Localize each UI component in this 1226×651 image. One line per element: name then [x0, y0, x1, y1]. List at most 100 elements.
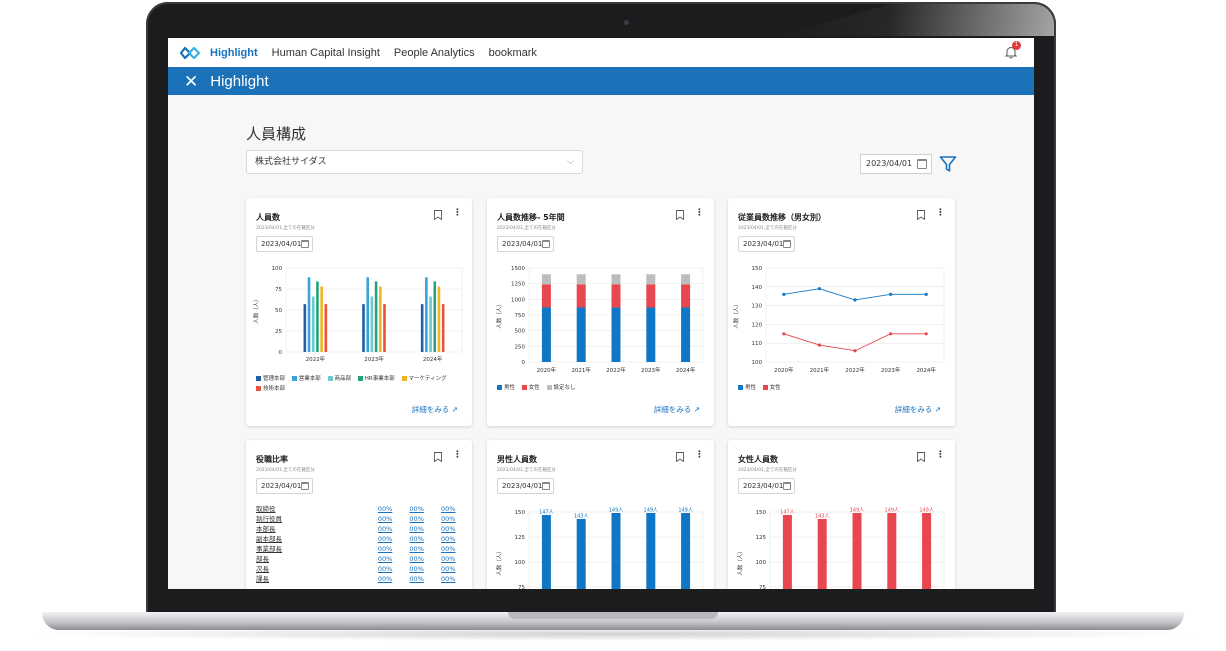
- legend-item[interactable]: 設定なし: [546, 384, 576, 391]
- row-value[interactable]: 00%: [441, 565, 456, 573]
- card-date-picker[interactable]: 2023/04/01: [497, 236, 554, 252]
- row-value[interactable]: 00%: [409, 575, 424, 583]
- bar-segment: [611, 274, 621, 285]
- row-value[interactable]: 00%: [377, 545, 393, 553]
- nav-bookmark[interactable]: bookmark: [488, 46, 537, 59]
- row-value[interactable]: 00%: [377, 575, 393, 583]
- see-details-link[interactable]: 詳細をみる ↗: [412, 404, 458, 415]
- row-value[interactable]: 00%: [441, 525, 456, 533]
- legend-item[interactable]: 営業本部: [291, 375, 321, 382]
- row-value[interactable]: 00%: [441, 515, 456, 523]
- row-label[interactable]: 事業部長: [256, 545, 282, 553]
- row-value[interactable]: 00%: [409, 565, 424, 573]
- row-value[interactable]: 00%: [377, 505, 393, 513]
- more-menu-icon[interactable]: ⋮: [936, 208, 945, 218]
- row-label[interactable]: 本部長: [256, 525, 276, 533]
- legend-item[interactable]: HR事業本部: [357, 375, 395, 382]
- y-tick-label: 75: [759, 585, 766, 589]
- legend-item[interactable]: 管理本部: [256, 375, 285, 382]
- more-menu-icon[interactable]: ⋮: [453, 450, 462, 460]
- data-point: [889, 292, 893, 296]
- row-value[interactable]: 00%: [377, 515, 393, 523]
- nav-human-capital-insight[interactable]: Human Capital Insight: [271, 46, 380, 59]
- x-tick-label: 2024年: [423, 355, 443, 363]
- chart-headcount: 0 25 50 75 100 人数（人） 2022年 2023年 2024年: [252, 266, 463, 363]
- see-details-link[interactable]: 詳細をみる ↗: [654, 404, 700, 415]
- row-value[interactable]: 00%: [441, 505, 456, 513]
- more-menu-icon[interactable]: ⋮: [936, 450, 945, 460]
- filter-icon[interactable]: [939, 155, 957, 173]
- legend-item[interactable]: 女性: [762, 384, 781, 391]
- y-tick-label: 110: [752, 341, 763, 347]
- bookmark-icon[interactable]: [434, 452, 442, 462]
- bar: [576, 519, 586, 589]
- legend-item[interactable]: 男性: [738, 384, 756, 391]
- legend-item[interactable]: 男性: [497, 384, 515, 391]
- table-row: 副本部長 00% 00% 00%: [256, 534, 464, 544]
- notification-badge: 1: [1012, 41, 1021, 50]
- row-value[interactable]: 00%: [441, 555, 456, 563]
- data-point: [817, 287, 821, 291]
- calendar-icon: [542, 240, 550, 248]
- more-menu-icon[interactable]: ⋮: [695, 450, 704, 460]
- row-value[interactable]: 00%: [409, 555, 424, 563]
- y-tick-label: 50: [275, 308, 282, 314]
- data-point: [924, 332, 928, 336]
- y-axis-label: 人数（人）: [252, 296, 260, 324]
- row-label[interactable]: 部長: [256, 555, 269, 563]
- company-select[interactable]: 株式会社サイダス ⌵: [246, 150, 583, 174]
- card-date-picker[interactable]: 2023/04/01: [256, 478, 313, 494]
- x-tick-label: 2023年: [364, 355, 384, 363]
- y-tick-label: 0: [279, 350, 283, 356]
- card-date-picker[interactable]: 2023/04/01: [738, 478, 795, 494]
- data-label: 149人: [678, 508, 693, 514]
- row-value[interactable]: 00%: [409, 525, 424, 533]
- y-tick-label: 100: [272, 266, 283, 272]
- row-value[interactable]: 00%: [377, 565, 393, 573]
- bookmark-icon[interactable]: [917, 452, 925, 462]
- row-value[interactable]: 00%: [441, 575, 456, 583]
- bookmark-icon[interactable]: [917, 210, 925, 220]
- y-tick-label: 100: [756, 560, 767, 566]
- legend-item[interactable]: 商品部: [327, 375, 351, 382]
- legend-item[interactable]: マーケティング: [401, 375, 447, 382]
- bookmark-icon[interactable]: [676, 452, 684, 462]
- bookmark-icon[interactable]: [676, 210, 684, 220]
- card-date-picker[interactable]: 2023/04/01: [256, 236, 313, 252]
- row-label[interactable]: 取締役: [256, 505, 276, 513]
- row-label[interactable]: 副本部長: [256, 535, 282, 543]
- legend-item[interactable]: 女性: [521, 384, 540, 391]
- bookmark-icon[interactable]: [434, 210, 442, 220]
- table-row: 取締役 00% 00% 00%: [256, 504, 464, 514]
- row-value[interactable]: 00%: [409, 505, 424, 513]
- row-value[interactable]: 00%: [441, 535, 456, 543]
- external-link-icon: ↗: [934, 405, 941, 414]
- row-value[interactable]: 00%: [409, 545, 424, 553]
- card-date-value: 2023/04/01: [743, 240, 784, 248]
- row-label[interactable]: 課長: [256, 575, 269, 583]
- nav-people-analytics[interactable]: People Analytics: [393, 46, 475, 59]
- more-menu-icon[interactable]: ⋮: [695, 208, 704, 218]
- card-date-picker[interactable]: 2023/04/01: [738, 236, 795, 252]
- close-icon[interactable]: ✕: [184, 71, 199, 91]
- bar: [817, 519, 827, 589]
- row-value[interactable]: 00%: [409, 535, 424, 543]
- see-details-link[interactable]: 詳細をみる ↗: [895, 404, 941, 415]
- date-picker[interactable]: 2023/04/01: [860, 154, 932, 174]
- row-label[interactable]: 次長: [256, 565, 269, 573]
- legend-swatch: [327, 375, 333, 381]
- row-value[interactable]: 00%: [377, 525, 393, 533]
- row-value[interactable]: 00%: [377, 555, 393, 563]
- more-menu-icon[interactable]: ⋮: [453, 208, 462, 218]
- bar: [379, 286, 382, 352]
- legend-item[interactable]: 技術本部: [256, 385, 285, 392]
- y-tick-label: 125: [756, 535, 767, 541]
- y-tick-label: 500: [515, 329, 526, 335]
- row-label[interactable]: 執行役員: [256, 515, 282, 523]
- card-date-picker[interactable]: 2023/04/01: [497, 478, 554, 494]
- legend-label: 営業本部: [298, 376, 321, 382]
- row-value[interactable]: 00%: [377, 535, 393, 543]
- row-value[interactable]: 00%: [441, 545, 456, 553]
- nav-highlight[interactable]: Highlight: [210, 46, 258, 59]
- row-value[interactable]: 00%: [409, 515, 424, 523]
